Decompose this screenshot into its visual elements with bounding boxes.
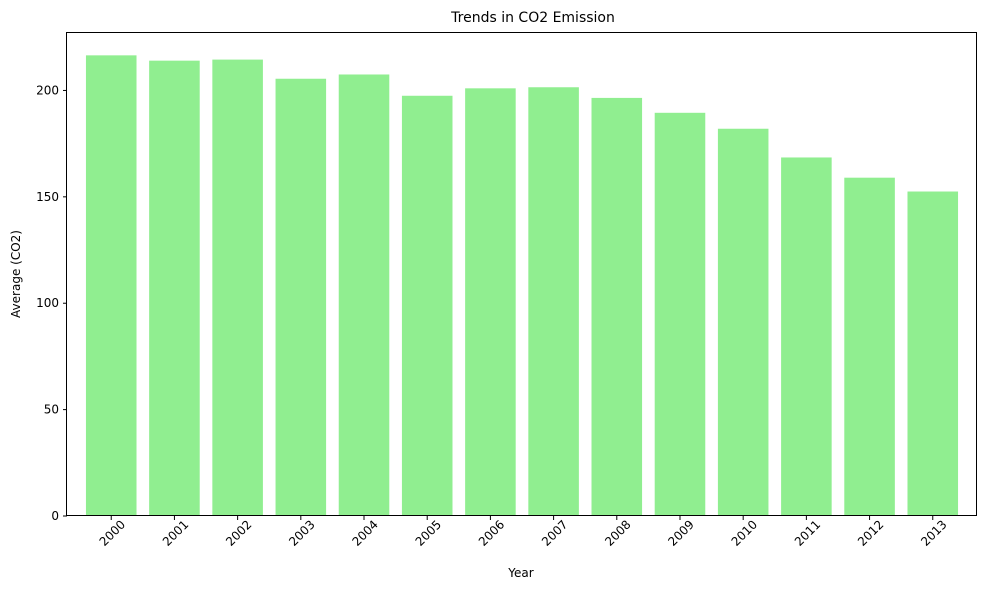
bar-2011 <box>781 157 832 516</box>
y-tick-label-50: 50 <box>44 403 59 417</box>
x-tick-label-2008: 2008 <box>602 517 633 548</box>
bar-2001 <box>149 60 200 516</box>
chart-title: Trends in CO2 Emission <box>450 10 615 26</box>
y-tick-label-0: 0 <box>51 509 59 523</box>
x-tick-label-2006: 2006 <box>476 517 507 548</box>
bar-2013 <box>907 191 959 516</box>
x-tick-label-2011: 2011 <box>792 517 823 548</box>
y-axis-ticks: 0 50 100 150 200 <box>36 83 67 523</box>
bar-2007 <box>528 87 579 516</box>
bar-2004 <box>338 74 390 517</box>
bar-2000 <box>85 55 137 517</box>
x-tick-label-2013: 2013 <box>918 517 949 548</box>
x-axis-label: Year <box>507 566 533 580</box>
bar-2002 <box>212 59 263 516</box>
y-axis-label: Average (CO2) <box>9 230 23 318</box>
bar-2005 <box>401 95 453 517</box>
x-tick-label-2010: 2010 <box>729 517 760 548</box>
y-tick-label-150: 150 <box>36 190 59 204</box>
x-tick-label-2007: 2007 <box>539 517 570 548</box>
x-tick-label-2001: 2001 <box>160 517 191 548</box>
x-axis-ticks: 2000 2001 2002 2003 2004 2005 2006 2007 2008 2009… <box>97 516 950 549</box>
x-tick-label-2012: 2012 <box>855 517 886 548</box>
bar-2008 <box>591 97 643 517</box>
x-tick-label-2009: 2009 <box>665 517 696 548</box>
bar-2006 <box>465 88 516 516</box>
y-tick-label-200: 200 <box>36 83 59 97</box>
x-tick-label-2005: 2005 <box>413 517 444 548</box>
plot-frame <box>66 32 977 516</box>
bar-2009 <box>654 112 706 516</box>
bar-2012 <box>844 177 895 516</box>
bar-2010 <box>717 128 769 516</box>
x-tick-label-2000: 2000 <box>97 517 128 548</box>
y-tick-label-100: 100 <box>36 296 59 310</box>
bars-group <box>85 55 959 517</box>
x-tick-label-2002: 2002 <box>223 517 254 548</box>
x-tick-label-2003: 2003 <box>286 517 317 548</box>
x-tick-label-2004: 2004 <box>349 517 380 548</box>
bar-2003 <box>275 78 327 516</box>
